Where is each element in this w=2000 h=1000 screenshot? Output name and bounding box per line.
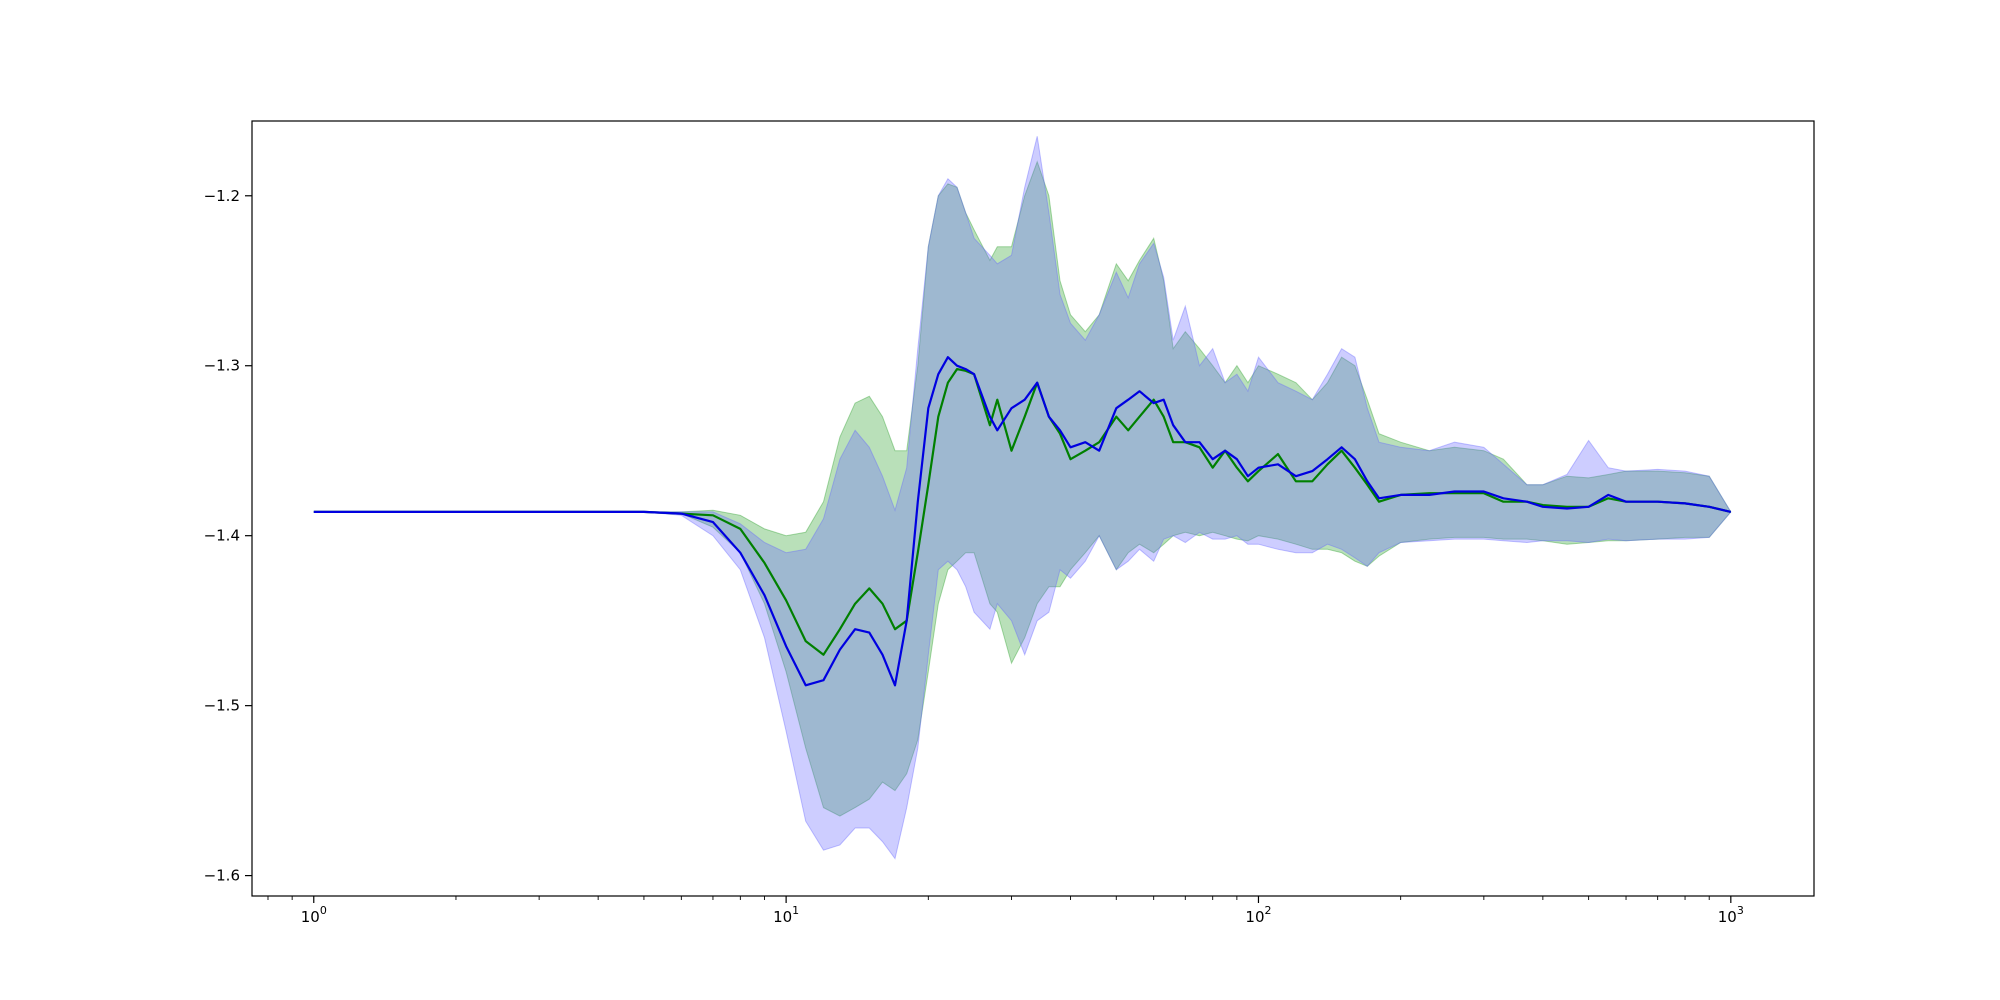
series-1-line bbox=[313, 368, 1732, 656]
y-tick-label: −1.2 bbox=[204, 187, 240, 205]
x-tick-label: 100 bbox=[301, 904, 327, 926]
y-tick-label: −1.3 bbox=[204, 357, 240, 375]
y-axis: −1.2 −1.3 −1.4 −1.5 −1.6 bbox=[204, 187, 252, 885]
plot-frame bbox=[251, 120, 1815, 897]
x-tick-label: 101 bbox=[773, 904, 799, 926]
x-axis: 100 101 102 103 bbox=[267, 896, 1744, 926]
y-tick-label: −1.6 bbox=[204, 867, 240, 885]
y-tick-label: −1.5 bbox=[204, 697, 240, 715]
y-tick-label: −1.4 bbox=[204, 527, 240, 545]
x-tick-label: 103 bbox=[1718, 904, 1744, 926]
series-lines bbox=[313, 356, 1732, 687]
x-tick-label: 102 bbox=[1245, 904, 1271, 926]
series-2-line bbox=[313, 356, 1732, 687]
